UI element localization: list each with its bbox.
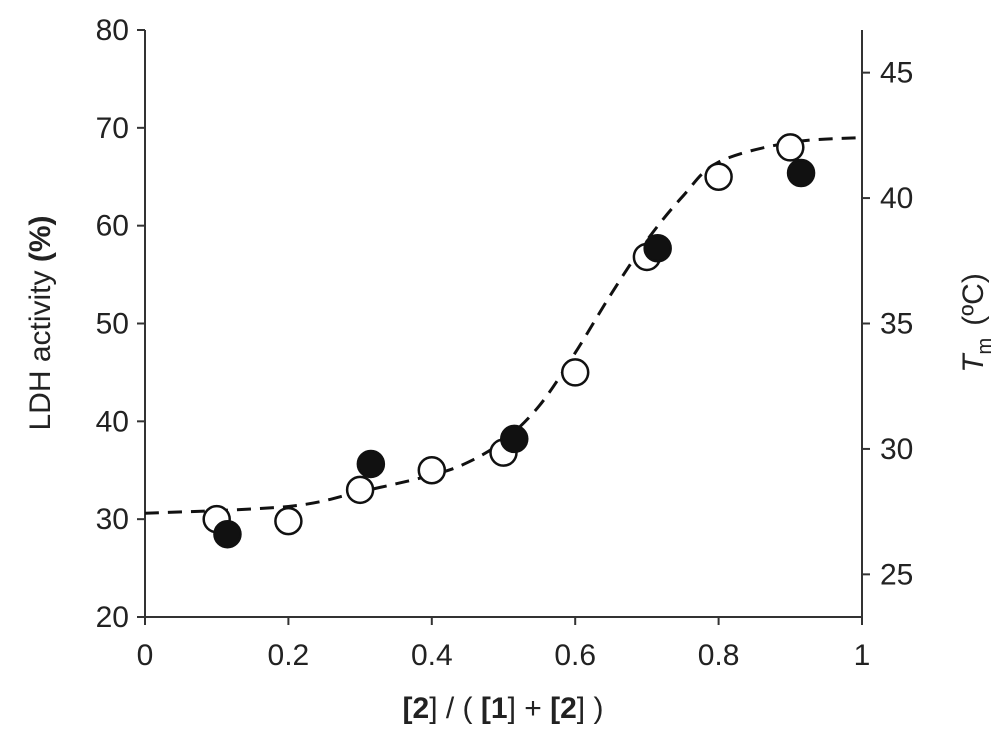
y-axis-label-main: LDH activity bbox=[24, 270, 57, 430]
y2-tick-label: 35 bbox=[880, 308, 913, 341]
y2-tick-label: 30 bbox=[880, 433, 913, 466]
y2-axis-label-symbol: T bbox=[957, 352, 990, 373]
x-tick-label: 0 bbox=[137, 639, 154, 672]
y-tick-label: 60 bbox=[96, 210, 129, 243]
x-axis-label-part: [ bbox=[481, 692, 491, 725]
y2-tick-label: 45 bbox=[880, 57, 913, 90]
y2-axis-label-unit: (ºC) bbox=[957, 273, 990, 326]
y-tick-label: 20 bbox=[96, 601, 129, 634]
y-tick-label: 30 bbox=[96, 503, 129, 536]
x-axis-label-part: 1 bbox=[491, 692, 508, 725]
x-tick-label: 0.2 bbox=[268, 639, 310, 672]
x-axis-label-part: ] / ( bbox=[429, 692, 481, 725]
y-tick-label: 80 bbox=[96, 14, 129, 47]
y-tick-label: 50 bbox=[96, 308, 129, 341]
open-data-point bbox=[274, 506, 303, 536]
filled-data-point bbox=[500, 424, 529, 454]
x-axis-label: [2] / ( [1] + [2] ) bbox=[403, 692, 604, 725]
y2-axis-label: Tm (ºC) bbox=[957, 273, 996, 373]
y-axis-label-unit: (%) bbox=[24, 215, 57, 262]
open-data-point bbox=[345, 475, 375, 505]
x-tick-label: 0.8 bbox=[698, 639, 740, 672]
filled-data-point bbox=[213, 519, 242, 549]
filled-data-point bbox=[786, 158, 816, 188]
x-axis-label-part: [ bbox=[403, 692, 413, 725]
x-axis-label-part: 2 bbox=[560, 692, 577, 725]
y-tick-label: 40 bbox=[96, 405, 129, 438]
y-tick-label: 70 bbox=[96, 112, 129, 145]
y2-axis-label-subscript: m bbox=[974, 338, 996, 355]
open-data-point bbox=[560, 358, 590, 387]
open-data-point bbox=[704, 162, 733, 191]
x-tick-label: 0.6 bbox=[554, 639, 596, 672]
filled-data-point bbox=[356, 449, 386, 479]
tick-marks bbox=[137, 29, 870, 625]
plot-area bbox=[144, 30, 863, 618]
data-points-layer bbox=[202, 133, 816, 549]
y2-tick-label: 25 bbox=[880, 558, 913, 591]
tick-labels: 20 30 40 50 60 70 80 25 30 35 40 45 0 0.2 0.4 0.6 0.8 1 bbox=[96, 14, 914, 672]
open-data-point bbox=[776, 133, 805, 162]
open-data-point bbox=[417, 456, 447, 485]
x-axis-label-part: [ bbox=[550, 692, 560, 725]
x-tick-label: 1 bbox=[854, 639, 871, 672]
y2-tick-label: 40 bbox=[880, 182, 913, 215]
x-axis-label-part: ] + bbox=[508, 692, 551, 725]
x-axis-label-part: ] ) bbox=[577, 692, 604, 725]
filled-data-point bbox=[643, 233, 672, 263]
x-axis-label-part: 2 bbox=[413, 692, 430, 725]
y-axis-label: LDH activity (%) bbox=[24, 215, 57, 430]
x-tick-label: 0.4 bbox=[411, 639, 453, 672]
